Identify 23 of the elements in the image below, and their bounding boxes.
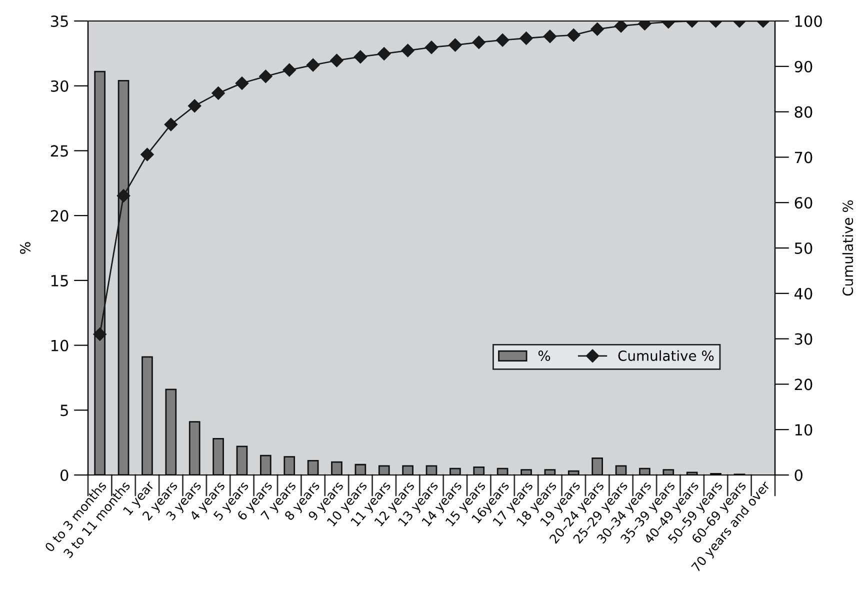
y-axis-title: % — [20, 242, 30, 254]
y-tick-label: 15 — [51, 275, 68, 286]
legend-label: Cumulative % — [618, 350, 714, 361]
y-tick-label: 5 — [60, 404, 68, 416]
y-tick-label: 20 — [50, 210, 68, 222]
y2-tick-label: 50 — [794, 242, 812, 254]
y-tick-label: 0 — [60, 469, 68, 482]
y2-tick-label: 10 — [795, 424, 812, 436]
y2-tick-label: 20 — [794, 378, 812, 390]
y-tick-label: 10 — [51, 340, 68, 352]
legend-label: % — [538, 350, 550, 361]
y2-axis-title: Cumulative % — [842, 200, 854, 296]
y-tick-label: 35 — [50, 15, 68, 28]
y-tick-label: 30 — [50, 80, 68, 92]
y2-tick-label: 70 — [795, 152, 812, 164]
y2-tick-label: 80 — [794, 106, 812, 118]
y-tick-label: 25 — [50, 145, 68, 157]
y2-tick-label: 90 — [794, 60, 812, 72]
y2-tick-label: 40 — [794, 288, 812, 300]
y2-tick-label: 100 — [795, 15, 822, 28]
y2-tick-label: 60 — [794, 197, 812, 209]
y2-tick-label: 0 — [794, 469, 802, 482]
y2-tick-label: 30 — [794, 333, 812, 345]
